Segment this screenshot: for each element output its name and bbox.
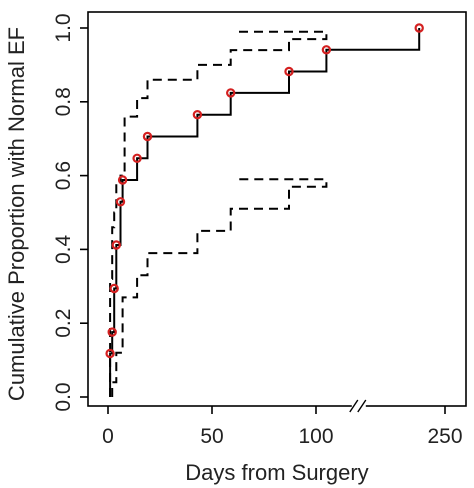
x-tick-label: 0 [102, 425, 114, 448]
y-tick-label: 0.8 [52, 87, 75, 116]
y-tick-label: 1.0 [52, 13, 75, 42]
series-layer [109, 28, 421, 397]
event-marker [192, 109, 203, 120]
event-marker [284, 66, 294, 77]
event-marker [109, 283, 119, 294]
x-axis-label: Days from Surgery [185, 460, 368, 485]
event-marker [107, 327, 117, 337]
marker-layer [105, 23, 424, 359]
estimate-line [109, 28, 421, 397]
y-tick-label: 0.0 [52, 382, 75, 411]
event-marker [414, 23, 424, 33]
event-marker [132, 153, 142, 163]
event-marker [111, 240, 122, 250]
y-tick-label: 0.2 [52, 309, 75, 338]
plot-frame [87, 11, 467, 407]
y-tick-label: 0.4 [52, 234, 75, 264]
x-tick-label: 100 [298, 425, 333, 448]
event-marker [115, 197, 126, 207]
y-tick-label: 0.6 [52, 161, 75, 190]
axis-break-slash [349, 399, 359, 413]
event-marker [117, 175, 128, 185]
upper-ci-line [109, 30, 328, 397]
event-marker [105, 348, 115, 359]
axis-layer: 0.0 0.2 0.4 0.6 0.8 1.0 0 50 100 250 [52, 13, 463, 448]
y-axis-label: Cumulative Proportion with Normal EF [4, 27, 29, 401]
event-marker [225, 88, 236, 98]
x-tick-label: 50 [200, 425, 223, 448]
axis-break-slash [357, 399, 367, 413]
lower-ci-line [111, 178, 328, 397]
event-marker [321, 45, 332, 55]
event-marker [142, 131, 153, 142]
x-tick-label: 250 [427, 425, 462, 448]
